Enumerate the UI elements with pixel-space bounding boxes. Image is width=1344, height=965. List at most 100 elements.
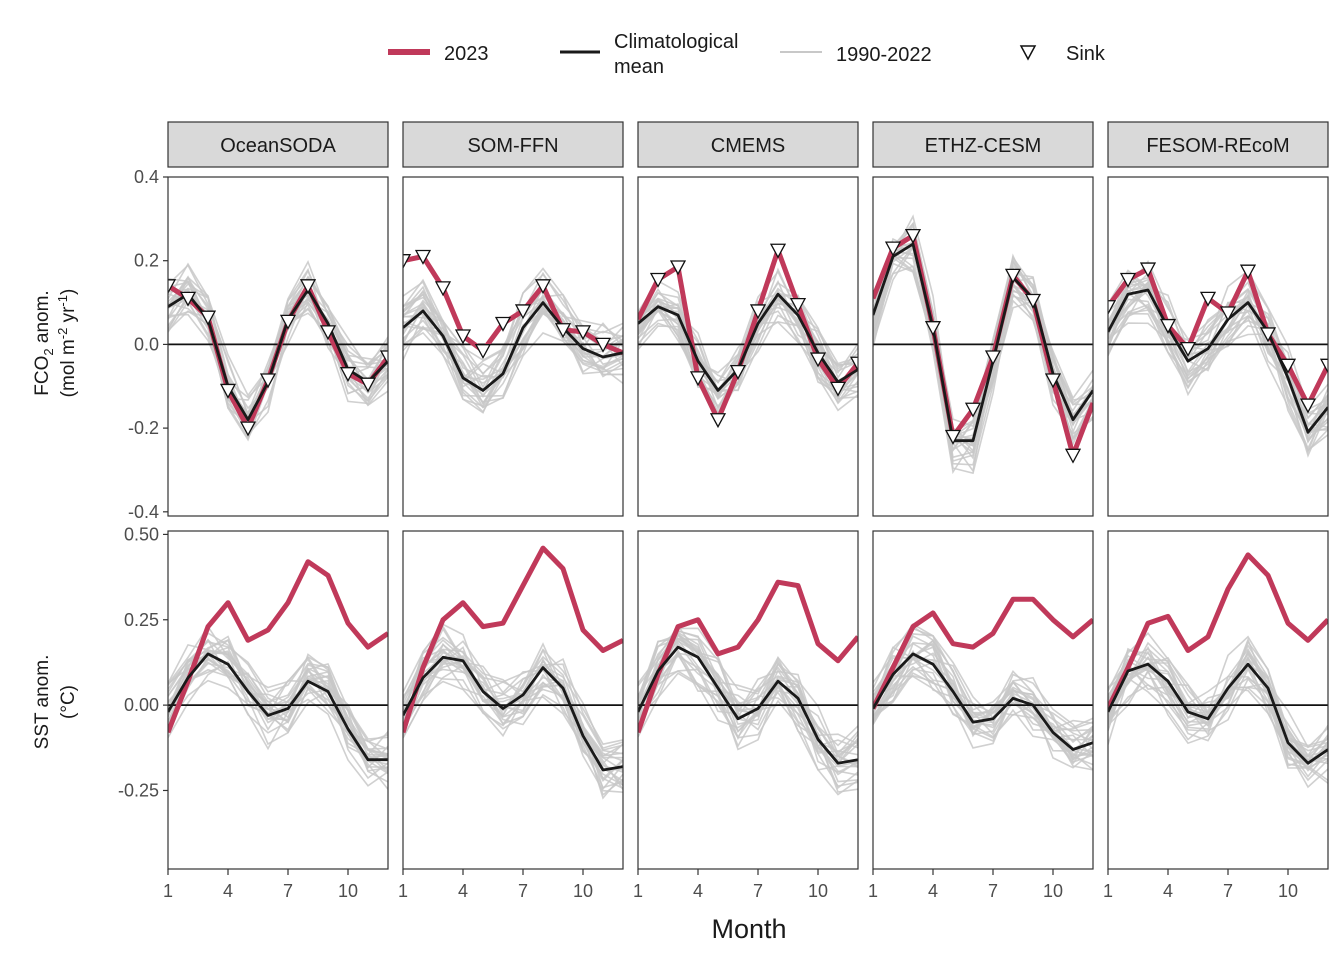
series-line-1990-2022 [638, 672, 858, 768]
series-line-climatological-mean [168, 652, 388, 762]
panel-border [1107, 176, 1329, 517]
legend-hist-label: 1990-2022 [836, 44, 932, 66]
y-axes: 0.4 0.2 0.0 -0.2 -0.40.50 0.25 0.00 -0.25 [118, 167, 168, 800]
sink-marker [1119, 272, 1137, 288]
panel-border [1107, 530, 1329, 870]
series-line-1990-2022 [873, 262, 1093, 475]
x-tick-label: 10 [338, 881, 358, 901]
sink-marker [884, 241, 902, 257]
x-tick-label: 7 [518, 881, 528, 901]
series-line-1990-2022 [403, 288, 623, 393]
series-line-1990-2022 [168, 668, 388, 787]
series-line-1990-2022 [168, 259, 388, 397]
x-tick-label: 1 [163, 881, 173, 901]
sink-marker [709, 413, 727, 429]
sink-marker [1159, 318, 1177, 334]
sink-marker [944, 429, 962, 445]
x-tick-label: 7 [1223, 881, 1233, 901]
series-line-climatological-mean [1108, 288, 1328, 434]
sink-marker [199, 310, 217, 326]
sink-marker [769, 243, 787, 259]
series-line-1990-2022 [873, 641, 1093, 758]
strip-label-oceansoda: OceanSODA [220, 135, 336, 157]
panel-sst-oceansoda [168, 559, 388, 790]
sink-marker [1179, 341, 1197, 357]
sink-marker [554, 323, 572, 339]
legend-clim-label-line1: Climatological [614, 31, 739, 53]
sink-marker [689, 371, 707, 387]
series-line-1990-2022 [1108, 291, 1328, 428]
strip-oceansoda [167, 121, 389, 168]
panel-border [637, 176, 859, 517]
sink-marker [924, 321, 942, 337]
x-tick-label: 4 [928, 881, 938, 901]
panel-fco2-fesom-recom [1108, 259, 1328, 458]
sink-marker [239, 421, 257, 437]
sink-marker [1279, 358, 1297, 374]
strip-label-fesom-recom: FESOM-REcoM [1146, 135, 1289, 157]
strip-label-cmems: CMEMS [711, 135, 785, 157]
y-tick-label-fco2: 0.4 [134, 167, 159, 187]
series-line-1990-2022 [638, 670, 858, 796]
sink-marker [1259, 327, 1277, 343]
y-axis-title-sst-line2: (°C) [58, 685, 79, 719]
x-tick-label: 4 [693, 881, 703, 901]
sink-marker [729, 364, 747, 380]
legend-2023-label: 2023 [444, 43, 489, 65]
sink-marker [1024, 293, 1042, 309]
strip-som-ffn [402, 121, 624, 168]
y-tick-label-fco2: 0.2 [134, 251, 159, 271]
x-tick-label: 4 [223, 881, 233, 901]
sink-marker [649, 272, 667, 288]
legend: 2023 Climatological mean 1990-2022 Sink [388, 31, 1106, 78]
panel-border [402, 530, 624, 870]
facet-panels [167, 176, 1329, 870]
sink-marker [574, 325, 592, 341]
sink-marker [1199, 291, 1217, 307]
sink-marker [904, 228, 922, 244]
series-line-1990-2022 [1108, 631, 1328, 752]
series-line-climatological-mean [403, 301, 623, 392]
y-tick-label-fco2: 0.0 [134, 334, 159, 354]
x-tick-label: 7 [283, 881, 293, 901]
x-tick-label: 1 [868, 881, 878, 901]
panel-border [402, 176, 624, 517]
series-line-1990-2022 [403, 627, 623, 750]
strip-label-som-ffn: SOM-FFN [467, 135, 558, 157]
series-line-1990-2022 [1108, 298, 1328, 453]
series-line-1990-2022 [168, 300, 388, 436]
x-tick-label: 7 [988, 881, 998, 901]
panel-fco2-cmems [638, 243, 858, 429]
strip-label-ethz-cesm: ETHZ-CESM [925, 135, 1042, 157]
series-line-1990-2022 [403, 651, 623, 762]
series-line-1990-2022 [403, 314, 623, 403]
sink-marker [749, 304, 767, 320]
x-tick-label: 10 [573, 881, 593, 901]
x-tick-label: 10 [1278, 881, 1298, 901]
panel-border [872, 176, 1094, 517]
panel-border [872, 530, 1094, 870]
sink-marker [829, 381, 847, 397]
series-line-climatological-mean [1108, 662, 1328, 765]
x-tick-label: 4 [1163, 881, 1173, 901]
series-line-2023 [873, 596, 1093, 710]
panel-border [167, 530, 389, 870]
sink-marker [359, 377, 377, 393]
series-line-2023 [1108, 552, 1328, 710]
series-line-1990-2022 [168, 661, 388, 756]
sink-marker [494, 316, 512, 332]
series-line-1990-2022 [638, 651, 858, 771]
sink-marker [809, 352, 827, 368]
sink-marker [379, 350, 388, 366]
facet-strips: OceanSODA SOM-FFN CMEMS ETHZ-CESM FESOM-REco… [167, 121, 1329, 168]
x-tick-label: 1 [398, 881, 408, 901]
series-line-2023 [168, 559, 388, 734]
strip-cmems [637, 121, 859, 168]
legend-sink-label: Sink [1066, 43, 1106, 65]
panel-sst-cmems [638, 579, 858, 796]
y-axis-title-fco2-line2: (mol m-2 yr-1) [55, 289, 79, 398]
sink-marker [849, 356, 858, 372]
sink-marker [1139, 262, 1157, 278]
series-line-1990-2022 [403, 664, 623, 782]
series-line-1990-2022 [873, 674, 1093, 761]
